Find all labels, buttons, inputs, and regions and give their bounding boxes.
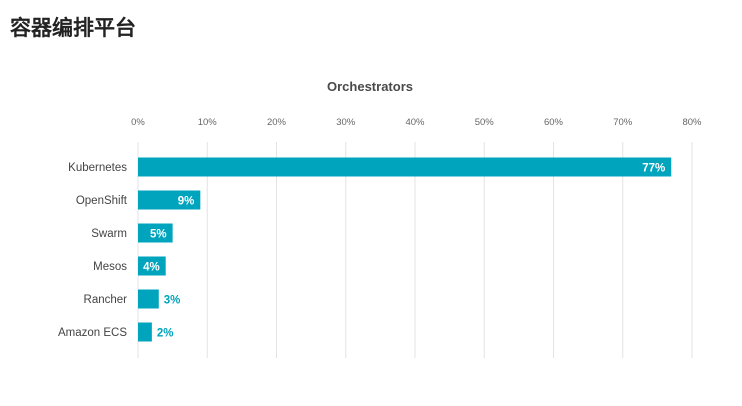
category-label-kubernetes: Kubernetes xyxy=(68,162,127,174)
data-label-kubernetes: 77% xyxy=(642,163,665,175)
label-layer: Kubernetes 77% OpenShift 9% Swarm 5% Mesos 4% Ra… xyxy=(58,162,665,340)
bar-rancher xyxy=(138,289,159,309)
x-tick-label-80: 80% xyxy=(682,117,702,128)
data-label-rancher: 3% xyxy=(164,295,181,307)
bar-openshift xyxy=(138,190,201,210)
data-label-openshift: 9% xyxy=(178,196,195,208)
category-label-openshift: OpenShift xyxy=(76,195,128,207)
x-tick-label-60: 60% xyxy=(544,117,564,128)
category-label-swarm: Swarm xyxy=(91,228,127,240)
x-tick-label-20: 20% xyxy=(267,117,287,128)
x-tick-label-0: 0% xyxy=(131,117,145,128)
bar-amazon-ecs xyxy=(138,322,152,342)
category-label-amazon-ecs: Amazon ECS xyxy=(58,327,127,339)
bar-layer xyxy=(138,157,672,342)
x-tick-label-70: 70% xyxy=(613,117,633,128)
x-tick-label-30: 30% xyxy=(336,117,356,128)
page-heading: 容器编排平台 xyxy=(10,16,136,40)
bar-kubernetes xyxy=(138,157,672,177)
x-tick-label-40: 40% xyxy=(405,117,425,128)
x-tick-label-10: 10% xyxy=(198,117,218,128)
chart-title: Orchestrators xyxy=(327,79,413,94)
bar-swarm xyxy=(138,223,173,243)
data-label-mesos: 4% xyxy=(143,262,160,274)
x-tick-label-50: 50% xyxy=(475,117,495,128)
category-label-rancher: Rancher xyxy=(84,294,128,306)
grid-layer: 0% 10% 20% 30% 40% 50% 60% 70% 80% xyxy=(131,117,702,358)
bar-mesos xyxy=(138,256,166,276)
data-label-amazon-ecs: 2% xyxy=(157,328,174,340)
data-label-swarm: 5% xyxy=(150,229,167,241)
category-label-mesos: Mesos xyxy=(93,261,127,273)
